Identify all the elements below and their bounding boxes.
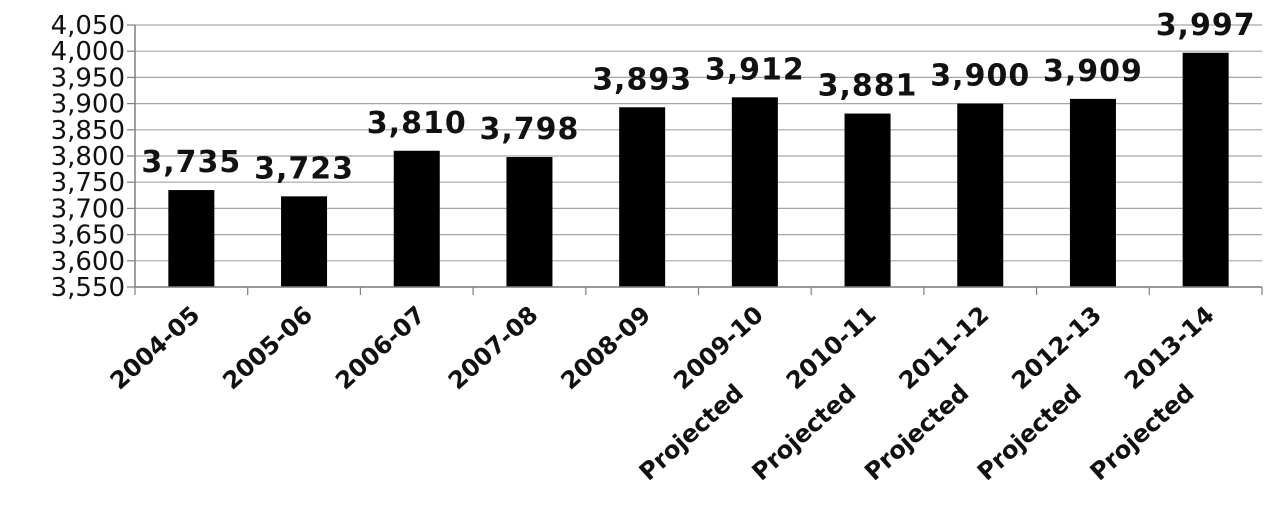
projected-label: Projected [1085, 379, 1200, 487]
y-tick-label: 4,050 [51, 11, 125, 41]
axes [127, 24, 1263, 295]
bar-2013-14 [1182, 52, 1229, 287]
x-category-label: 2004-05 [105, 301, 206, 396]
projected-label: Projected [634, 379, 749, 487]
bar-2009-10 [731, 97, 778, 287]
y-tick-label: 3,650 [51, 221, 125, 251]
x-category-label: 2009-10 [668, 301, 769, 396]
y-tick-label: 4,000 [51, 37, 125, 67]
data-label: 3,893 [592, 62, 692, 97]
data-label: 3,900 [930, 59, 1030, 94]
bar-2008-09 [619, 107, 666, 287]
x-category-label: 2011-12 [894, 301, 995, 396]
y-tick-label: 3,900 [51, 90, 125, 120]
y-tick-label: 3,950 [51, 63, 125, 93]
bar-2011-12 [957, 103, 1004, 287]
data-label: 3,723 [254, 151, 354, 186]
y-tick-label: 3,800 [51, 142, 125, 172]
y-tick-label: 3,750 [51, 168, 125, 198]
bar-2010-11 [844, 113, 891, 287]
x-category-label: 2012-13 [1006, 301, 1107, 396]
y-tick-label: 3,850 [51, 116, 125, 146]
bar-2012-13 [1069, 98, 1116, 287]
x-category-label: 2007-08 [443, 301, 544, 396]
y-tick-label: 3,700 [51, 194, 125, 224]
x-category-labels: 2004-05 2005-06 2006-07 2007-08 2008-09 2009-… [105, 301, 1220, 487]
data-label: 3,810 [367, 106, 467, 141]
bar-2004-05 [168, 190, 215, 287]
x-category-label: 2006-07 [330, 301, 431, 396]
data-label: 3,909 [1043, 54, 1143, 89]
bar-2005-06 [281, 196, 328, 287]
x-category-label: 2013-14 [1119, 301, 1220, 396]
x-category-label: 2008-09 [556, 301, 657, 396]
bar-2006-07 [393, 150, 440, 287]
data-label: 3,735 [141, 145, 241, 180]
data-label: 3,912 [705, 52, 805, 87]
bar-2007-08 [506, 157, 553, 287]
projected-label: Projected [859, 379, 974, 487]
y-tick-label: 3,550 [51, 273, 125, 303]
data-label: 3,997 [1156, 8, 1256, 43]
y-tick-label: 3,600 [51, 247, 125, 277]
projected-label: Projected [747, 379, 862, 487]
x-category-label: 2010-11 [781, 301, 882, 396]
projected-label: Projected [972, 379, 1087, 487]
data-label: 3,798 [479, 112, 579, 147]
bars [168, 52, 1229, 287]
x-category-label: 2005-06 [217, 301, 318, 396]
y-tick-labels: 3,5503,6003,6503,7003,7503,8003,8503,900… [51, 11, 125, 303]
data-label: 3,881 [818, 69, 918, 104]
data-labels: 3,735 3,723 3,810 3,798 3,893 3,912 3,881 3,900… [141, 8, 1256, 187]
